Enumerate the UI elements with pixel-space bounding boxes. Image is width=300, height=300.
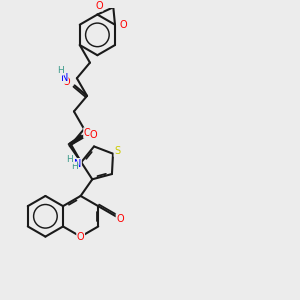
Text: O: O <box>90 130 98 140</box>
Text: O: O <box>63 77 70 87</box>
Text: O: O <box>84 128 92 138</box>
Text: O: O <box>116 214 124 224</box>
Text: N: N <box>74 159 81 169</box>
Text: N: N <box>61 73 68 83</box>
Text: H: H <box>67 155 73 164</box>
Text: O: O <box>95 1 103 11</box>
Text: O: O <box>77 232 84 242</box>
Text: S: S <box>114 146 120 156</box>
Text: H: H <box>57 66 64 75</box>
Text: H: H <box>71 162 78 171</box>
Text: O: O <box>120 20 127 30</box>
